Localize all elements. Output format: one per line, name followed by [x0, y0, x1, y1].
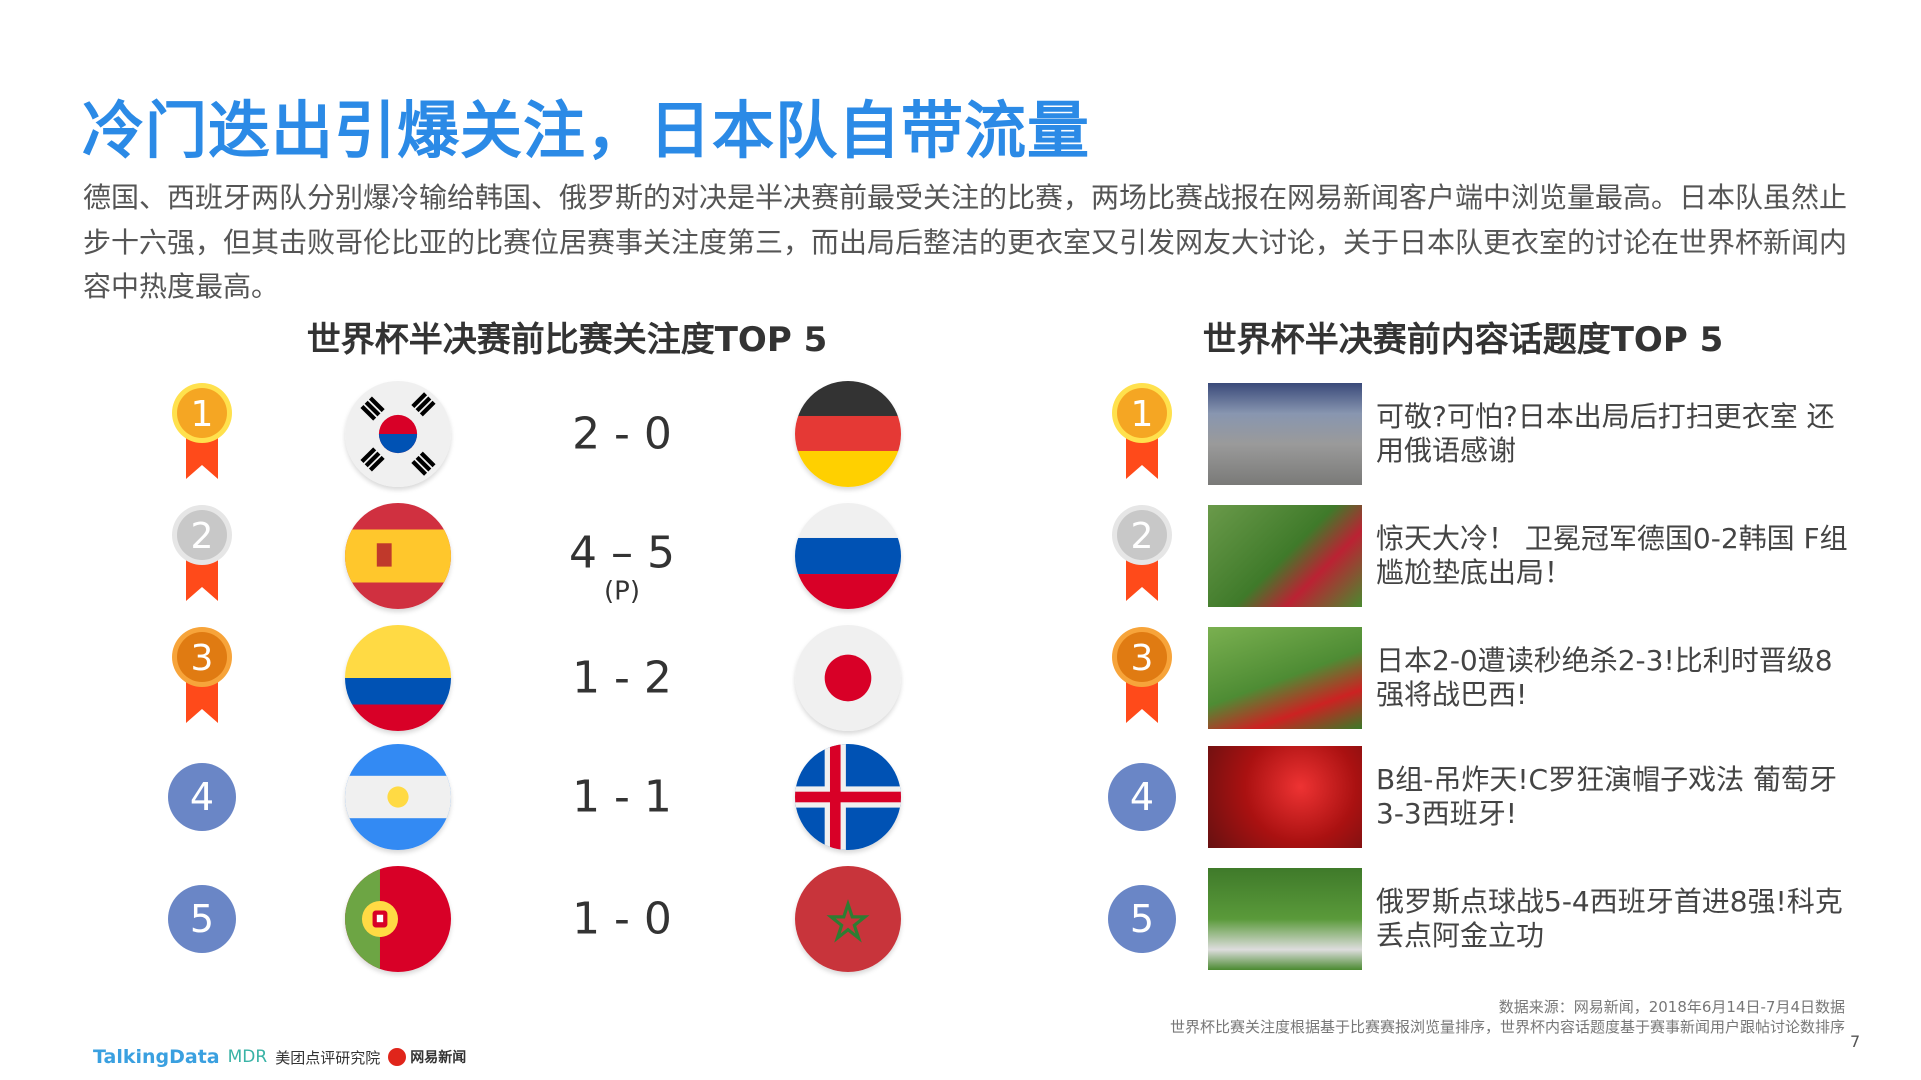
topic-rank-badge: 5	[1108, 885, 1176, 953]
penalty-note: (P)	[604, 576, 640, 607]
news-headline[interactable]: 惊天大冷！ 卫冕冠军德国0-2韩国 F组尴尬垫底出局！	[1376, 522, 1848, 589]
topic-rank-badge: 4	[1108, 763, 1176, 831]
flag-iceland-icon	[795, 744, 901, 850]
page-number: 7	[1850, 1032, 1861, 1051]
flag-argentina-icon	[345, 744, 451, 850]
score-value: 2 - 0	[572, 408, 672, 460]
news-photo[interactable]	[1208, 746, 1362, 848]
news-photo[interactable]	[1208, 505, 1362, 607]
match-score: 1 - 1	[572, 772, 672, 823]
talkingdata-logo: TalkingData	[93, 1046, 220, 1068]
match-score: 1 - 0	[572, 894, 672, 945]
score-value: 1 - 2	[572, 652, 672, 704]
page-title: 冷门迭出引爆关注，日本队自带流量	[82, 94, 1091, 167]
left-section-heading: 世界杯半决赛前比赛关注度TOP 5	[306, 320, 828, 360]
data-source: 数据来源：网易新闻，2018年6月14日-7月4日数据	[1498, 998, 1845, 1016]
match-score: 4 – 5 (P)	[569, 528, 675, 605]
svg-text:2: 2	[191, 516, 214, 557]
topic-rank-medal-icon: 1	[1110, 379, 1174, 489]
match-score: 2 - 0	[572, 409, 672, 460]
netease-icon	[388, 1048, 407, 1066]
score-value: 1 - 0	[572, 893, 672, 945]
news-headline[interactable]: 俄罗斯点球战5-4西班牙首进8强!科克丢点阿金立功	[1376, 885, 1843, 952]
netease-news-logo: 网易新闻	[410, 1050, 467, 1066]
match-rank-medal-icon: 2	[170, 501, 234, 611]
intro-paragraph: 德国、西班牙两队分别爆冷输给韩国、俄罗斯的对决是半决赛前最受关注的比赛，两场比赛…	[83, 181, 1848, 303]
svg-text:2: 2	[1131, 516, 1154, 557]
meituan-research-logo: 美团点评研究院	[275, 1048, 381, 1067]
svg-text:3: 3	[1131, 638, 1154, 679]
flag-morocco-icon	[795, 866, 901, 972]
topic-rank-medal-icon: 2	[1110, 501, 1174, 611]
flag-portugal-icon	[345, 866, 451, 972]
news-photo[interactable]	[1208, 383, 1362, 485]
flag-colombia-icon	[345, 625, 451, 731]
match-rank-medal-icon: 3	[170, 623, 234, 733]
logo-bar: TalkingData MDR 美团点评研究院 网易新闻	[93, 1046, 466, 1068]
news-headline[interactable]: B组-吊炸天!C罗狂演帽子戏法 葡萄牙3-3西班牙!	[1376, 763, 1837, 830]
flag-germany-icon	[795, 381, 901, 487]
score-value: 1 - 1	[572, 771, 672, 823]
flag-russia-icon	[795, 503, 901, 609]
flag-korea-icon	[345, 381, 451, 487]
news-photo[interactable]	[1208, 868, 1362, 970]
svg-text:1: 1	[191, 394, 214, 435]
news-headline[interactable]: 可敬?可怕?日本出局后打扫更衣室 还用俄语感谢	[1376, 400, 1835, 467]
topic-rank-medal-icon: 3	[1110, 623, 1174, 733]
ranking-note: 世界杯比赛关注度根据基于比赛赛报浏览量排序，世界杯内容话题度基于赛事新闻用户跟帖…	[1169, 1018, 1845, 1036]
news-photo[interactable]	[1208, 627, 1362, 729]
svg-text:3: 3	[191, 638, 214, 679]
match-rank-medal-icon: 1	[170, 379, 234, 489]
match-score: 1 - 2	[572, 653, 672, 704]
match-rank-badge: 4	[168, 763, 236, 831]
news-headline[interactable]: 日本2-0遭读秒绝杀2-3!比利时晋级8强将战巴西!	[1376, 644, 1833, 711]
flag-japan-icon	[795, 625, 901, 731]
flag-spain-icon	[345, 503, 451, 609]
right-section-heading: 世界杯半决赛前内容话题度TOP 5	[1202, 320, 1724, 360]
svg-text:1: 1	[1131, 394, 1154, 435]
mdr-logo: MDR	[227, 1047, 268, 1067]
match-rank-badge: 5	[168, 885, 236, 953]
score-value: 4 – 5	[569, 527, 675, 579]
